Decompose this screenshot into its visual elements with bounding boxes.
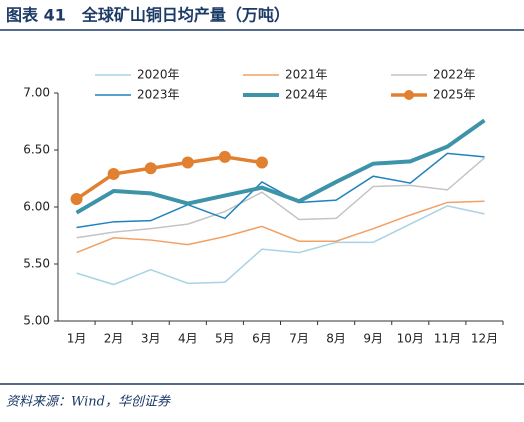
- y-tick-label: 5.50: [23, 257, 50, 271]
- legend-label: 2025年: [433, 88, 476, 102]
- x-tick-label: 5月: [215, 332, 235, 346]
- point: [107, 167, 120, 180]
- legend-marker: [404, 90, 414, 100]
- x-tick-label: 12月: [471, 332, 498, 346]
- x-tick-label: 4月: [178, 332, 198, 346]
- legend-label: 2022年: [433, 68, 476, 82]
- point: [255, 156, 268, 169]
- point: [144, 162, 157, 175]
- point: [70, 193, 83, 206]
- series-line: [76, 200, 485, 254]
- y-tick-label: 7.00: [23, 86, 50, 100]
- series-line: [76, 157, 485, 239]
- legend-label: 2021年: [285, 68, 328, 82]
- x-tick-label: 11月: [434, 332, 461, 346]
- y-tick-label: 6.00: [23, 200, 50, 214]
- x-tick-label: 6月: [252, 332, 272, 346]
- series-line: [76, 205, 485, 286]
- chart-title: 图表 41 全球矿山铜日均产量（万吨）: [6, 6, 290, 25]
- point: [218, 150, 231, 163]
- point: [181, 156, 194, 169]
- x-tick-label: 10月: [397, 332, 424, 346]
- series-line: [76, 152, 485, 229]
- series-line: [75, 118, 486, 215]
- x-tick-label: 2月: [104, 332, 124, 346]
- x-tick-label: 7月: [289, 332, 309, 346]
- x-tick-label: 8月: [326, 332, 346, 346]
- legend-label: 2020年: [137, 68, 180, 82]
- x-tick-label: 3月: [141, 332, 161, 346]
- x-tick-label: 1月: [67, 332, 87, 346]
- legend-label: 2023年: [137, 88, 180, 102]
- series-line: [75, 155, 263, 201]
- y-tick-label: 5.00: [23, 314, 50, 328]
- x-tick-label: 9月: [363, 332, 383, 346]
- source: 资料来源：Wind，华创证券: [6, 395, 171, 410]
- y-tick-label: 6.50: [23, 143, 50, 157]
- legend-label: 2024年: [285, 88, 328, 102]
